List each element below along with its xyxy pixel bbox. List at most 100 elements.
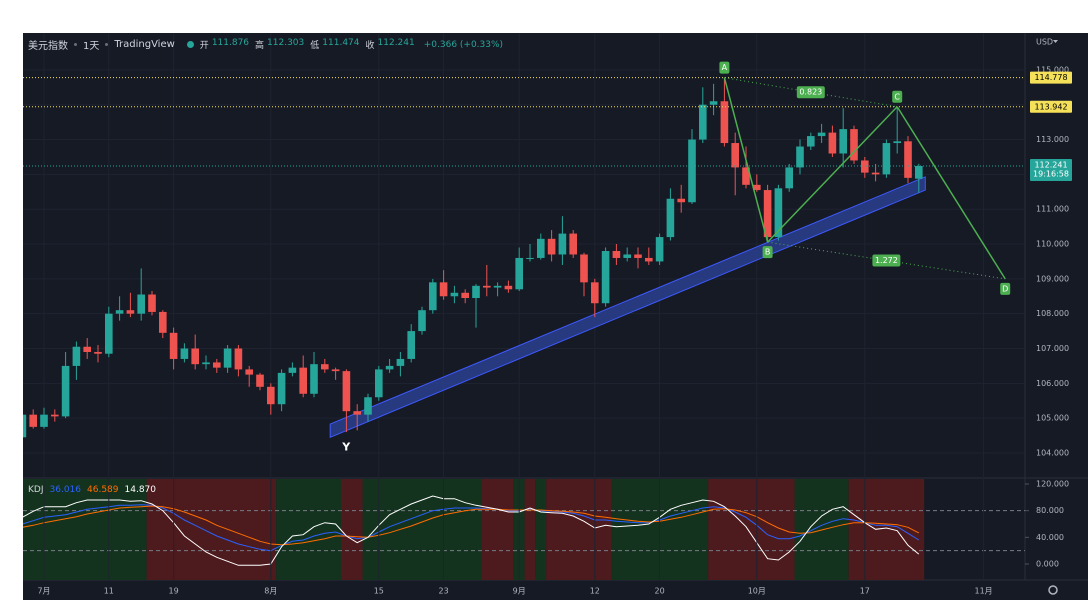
ohlc-label: 低 [310, 41, 320, 51]
candle-body [515, 257, 523, 290]
ohlc-label: 高 [255, 41, 265, 51]
indicator-title[interactable]: KDJ [28, 485, 44, 495]
currency[interactable]: USD [1036, 38, 1053, 47]
candle-body [547, 238, 556, 255]
candle-body [504, 285, 513, 290]
y-tick-label: 111.000 [1036, 205, 1069, 214]
candle-body [655, 237, 664, 262]
interval[interactable]: 1天 [83, 41, 100, 52]
candle-body [61, 365, 70, 417]
kdj-line [23, 505, 920, 546]
candle-body [472, 285, 480, 299]
ohlc-value: 112.241 [377, 38, 415, 48]
candle-body [461, 292, 469, 299]
x-tick-label: 11 [104, 587, 114, 596]
x-tick-label: 11月 [975, 587, 993, 596]
x-tick-label: 23 [439, 587, 449, 596]
zone [546, 479, 611, 580]
candle-body [310, 364, 318, 394]
x-tick-label: 7月 [37, 587, 50, 596]
zone [708, 479, 795, 580]
candle-body [763, 190, 772, 238]
candle-body [828, 132, 837, 154]
candle-body [623, 254, 631, 258]
candle-body [126, 310, 135, 314]
candle-body [137, 294, 145, 314]
candle-body [23, 414, 27, 438]
price-tag [1030, 100, 1072, 113]
point-box [892, 90, 903, 103]
kdj-line [23, 495, 920, 566]
candle-body [634, 254, 642, 258]
candle-body [245, 369, 253, 375]
point-label: B [765, 248, 771, 257]
pattern-leg [767, 106, 898, 243]
candle-body [882, 143, 891, 175]
x-tick-label: 19 [169, 587, 179, 596]
candle-body [807, 136, 815, 147]
x-tick-label: 12 [590, 587, 600, 596]
trend-channel [329, 176, 926, 439]
x-tick-label: 17 [860, 587, 870, 596]
ohlc-label: 收 [365, 41, 375, 51]
currency-arrow[interactable] [1053, 40, 1058, 43]
candle-body [774, 188, 783, 238]
candle-body [213, 362, 221, 368]
y-tick-label: 110.000 [1036, 240, 1069, 249]
legend-value: 36.016 [49, 485, 82, 495]
candle-body [191, 348, 199, 365]
candle-body [861, 160, 869, 173]
ratio-label: 1.272 [875, 256, 898, 265]
ohlc-label: 开 [199, 41, 209, 51]
candle-body [688, 139, 696, 203]
ohlc-value: 111.876 [211, 38, 250, 48]
candle-body [29, 414, 37, 427]
candle-body [709, 101, 718, 105]
candle-body [904, 141, 912, 178]
candle-body [234, 348, 243, 370]
x-tick-label: 8月 [264, 587, 277, 596]
kdj-pane [23, 479, 1025, 580]
ohlc-legend: 开 111.876 高 112.303 低 111.474 收 112.241 [200, 38, 418, 51]
zone [535, 479, 547, 580]
settings-icon[interactable] [1048, 585, 1058, 595]
y-tick-label: 104.000 [1036, 448, 1069, 457]
candle-body [677, 198, 685, 203]
candle-body [731, 143, 739, 168]
candle-body [601, 250, 610, 304]
main-pane: Y [23, 77, 926, 453]
pattern-leg [723, 77, 769, 243]
candle-body [850, 129, 858, 161]
symbol[interactable]: 美元指数 [28, 41, 68, 52]
candle-body [169, 332, 178, 359]
countdown: 19:16:58 [1033, 169, 1069, 178]
candle-body [385, 365, 394, 370]
candle-body [159, 311, 167, 333]
candle-body [148, 294, 156, 312]
y-tick-label: 105.000 [1036, 414, 1069, 423]
y-tick-label: 120.000 [1036, 480, 1069, 489]
candle-body [267, 386, 275, 405]
candle-body [202, 362, 210, 365]
y-tick-label: 0.000 [1036, 560, 1059, 569]
ratio-box [796, 86, 825, 99]
source: TradingView [114, 39, 175, 50]
point-label: D [1002, 284, 1008, 293]
candle-body [720, 101, 729, 144]
candle-body [299, 367, 307, 394]
pattern-leg [896, 106, 1006, 280]
ohlc-value: 111.474 [322, 38, 360, 48]
kdj-legend: KDJ 36.016 46.589 14.870 [28, 485, 156, 495]
zone [341, 479, 363, 580]
candle-body [450, 292, 459, 297]
candle-body [537, 238, 545, 258]
legend-value: 14.870 [124, 485, 157, 495]
candle-body [51, 414, 59, 417]
candle-body [277, 372, 286, 405]
candle-body [666, 198, 675, 238]
candle-body [785, 167, 793, 189]
candle-body [839, 129, 847, 154]
separator [74, 43, 77, 46]
point-box [762, 246, 773, 259]
